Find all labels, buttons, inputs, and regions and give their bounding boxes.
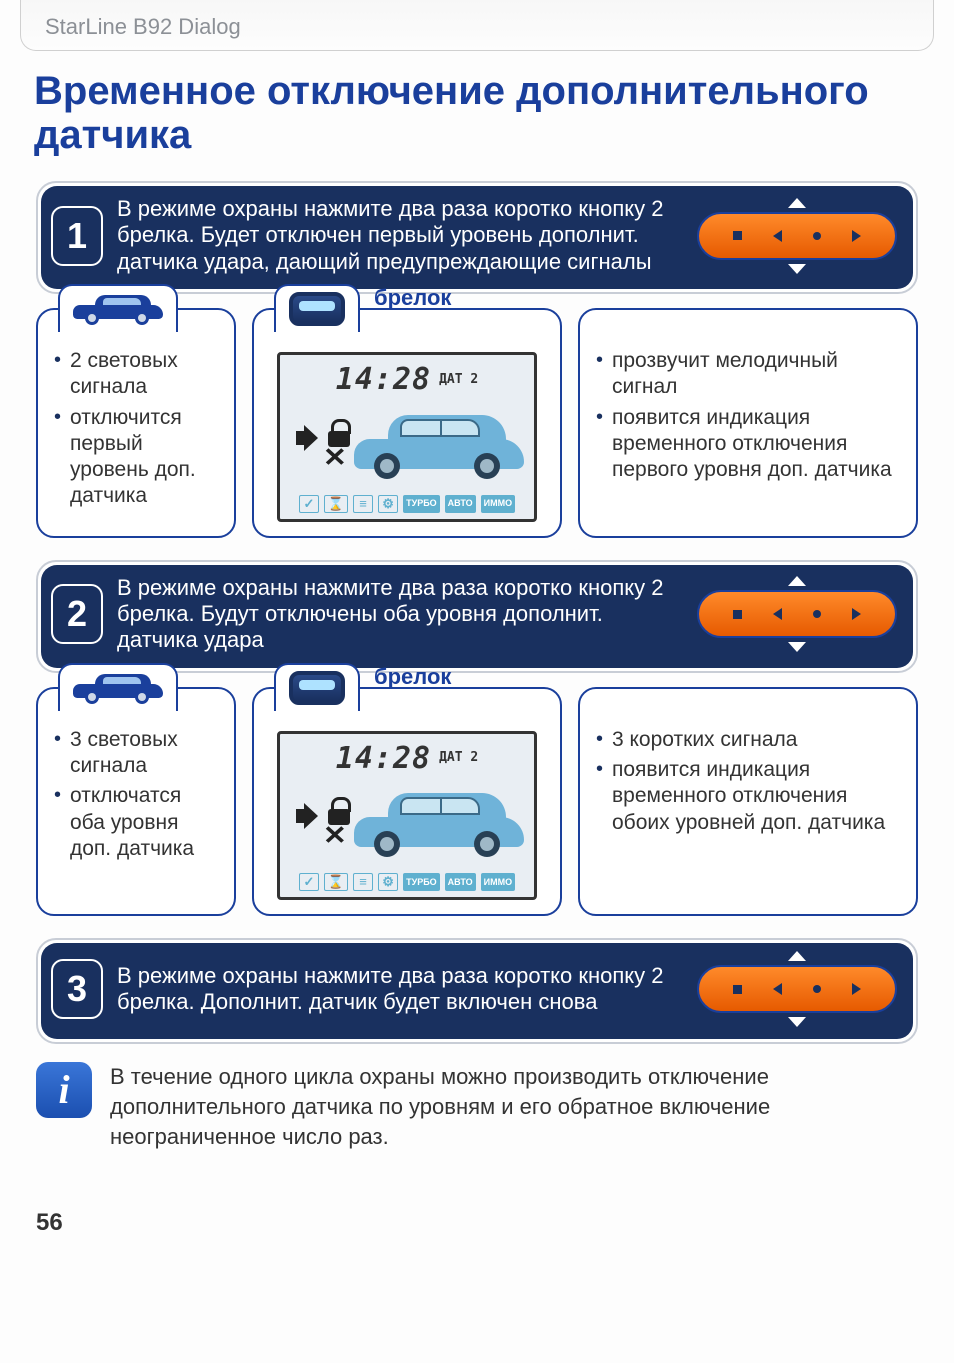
list-item: 3 световых сигнала <box>52 727 220 780</box>
step-3-text: В режиме охраны нажмите два раза коротко… <box>117 963 683 1016</box>
step-3-wrap: 3 В режиме охраны нажмите два раза корот… <box>36 938 918 1044</box>
brelok-label: брелок <box>374 284 451 312</box>
fob-tab-icon <box>274 663 360 711</box>
step-2-lcd-box: брелок 14:28 ДАТ 2 ✕ ✓ ⌛ ≡ ⚙ ТУРБО <box>252 687 562 917</box>
lcd-sensor-label: ДАТ 2 <box>439 372 478 388</box>
step-1-lcd-box: брелок 14:28 ДАТ 2 ✕ ✓ ⌛ ≡ ⚙ ТУРБО <box>252 308 562 538</box>
list-item: появится индикация временного отключения… <box>594 757 902 836</box>
step-1-car-box: 2 световых сигнала отключится первый уро… <box>36 308 236 538</box>
lcd-sensor-label: ДАТ 2 <box>439 750 478 766</box>
page-number: 56 <box>36 1209 918 1237</box>
step-1-results: 2 световых сигнала отключится первый уро… <box>36 308 918 538</box>
list-item: прозвучит мелодичный сигнал <box>594 348 902 401</box>
info-icon: i <box>36 1062 92 1118</box>
brelok-label: брелок <box>374 663 451 691</box>
lcd-bottom-icons: ✓ ⌛ ≡ ⚙ ТУРБО АВТО ИММО <box>286 495 528 513</box>
step-2-results: 3 световых сигнала отключатся оба уровня… <box>36 687 918 917</box>
lcd-display: 14:28 ДАТ 2 ✕ ✓ ⌛ ≡ ⚙ ТУРБО АВТО ИММО <box>277 352 537 522</box>
speaker-icon <box>292 801 322 831</box>
list-item: появится индикация временного отключения… <box>594 405 902 484</box>
list-item: 3 коротких сигнала <box>594 727 902 753</box>
impact-icon: ✕ <box>323 819 347 852</box>
lcd-car-icon <box>354 787 524 857</box>
remote-icon <box>697 953 897 1025</box>
list-item: 2 световых сигнала <box>52 348 220 401</box>
fob-tab-icon <box>274 284 360 332</box>
step-2-wrap: 2 В режиме охраны нажмите два раза корот… <box>36 560 918 673</box>
step-2: 2 В режиме охраны нажмите два раза корот… <box>41 565 913 668</box>
step-2-text: В режиме охраны нажмите два раза коротко… <box>117 575 683 654</box>
step-1-number: 1 <box>51 206 103 266</box>
product-name: StarLine B92 Dialog <box>45 14 241 39</box>
step-2-car-box: 3 световых сигнала отключатся оба уровня… <box>36 687 236 917</box>
step-1-wrap: 1 В режиме охраны нажмите два раза корот… <box>36 181 918 294</box>
list-item: отключится первый уровень доп. датчика <box>52 405 220 510</box>
step-1-text: В режиме охраны нажмите два раза коротко… <box>117 196 683 275</box>
lcd-time: 14:28 <box>336 361 431 399</box>
info-note: i В течение одного цикла охраны можно пр… <box>36 1062 918 1151</box>
lcd-time: 14:28 <box>336 740 431 778</box>
car-tab-icon <box>58 284 178 332</box>
step-1: 1 В режиме охраны нажмите два раза корот… <box>41 186 913 289</box>
remote-icon <box>697 200 897 272</box>
car-tab-icon <box>58 663 178 711</box>
step-1-fob-box: прозвучит мелодичный сигнал появится инд… <box>578 308 918 538</box>
speaker-icon <box>292 423 322 453</box>
step-2-number: 2 <box>51 584 103 644</box>
page-title: Временное отключение дополнительного дат… <box>34 69 920 157</box>
info-text: В течение одного цикла охраны можно прои… <box>110 1062 918 1151</box>
step-3: 3 В режиме охраны нажмите два раза корот… <box>41 943 913 1039</box>
list-item: отключатся оба уровня доп. датчика <box>52 783 220 862</box>
step-3-number: 3 <box>51 959 103 1019</box>
lcd-display: 14:28 ДАТ 2 ✕ ✓ ⌛ ≡ ⚙ ТУРБО АВТО ИММО <box>277 731 537 901</box>
remote-icon <box>697 578 897 650</box>
lcd-bottom-icons: ✓ ⌛ ≡ ⚙ ТУРБО АВТО ИММО <box>286 873 528 891</box>
page-header: StarLine B92 Dialog <box>20 0 934 51</box>
lcd-car-icon <box>354 409 524 479</box>
impact-icon: ✕ <box>323 441 347 474</box>
content: 1 В режиме охраны нажмите два раза корот… <box>0 181 954 1199</box>
step-2-fob-box: 3 коротких сигнала появится индикация вр… <box>578 687 918 917</box>
